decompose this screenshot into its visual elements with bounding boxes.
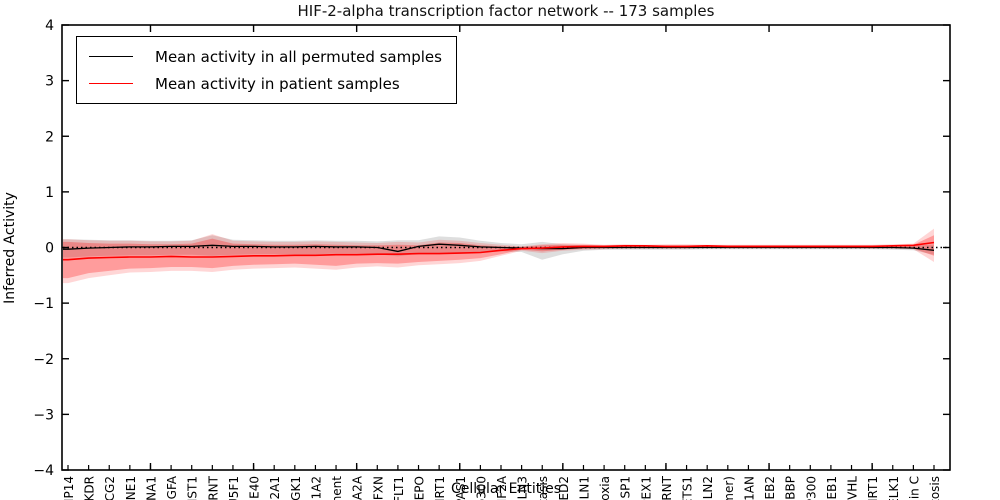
x-category-label: HIF2A/ARNT/SIRT1 — [433, 476, 447, 500]
x-category-label: ARNT — [660, 475, 674, 500]
x-category-label: SLC2A1 — [268, 476, 282, 500]
permuted-mean-line — [63, 243, 935, 253]
y-tick-label: −4 — [33, 463, 54, 479]
x-category-label: CITED2 — [557, 476, 571, 500]
x-category-label: VHL — [846, 476, 860, 500]
x-category-label: ADORA2A — [351, 475, 365, 500]
x-category-label: KDR — [83, 476, 97, 500]
x-category-label: FIH (dimer) — [722, 476, 736, 500]
x-category-label: FLT1 — [392, 476, 406, 500]
legend-label-permuted: Mean activity in all permuted samples — [155, 47, 442, 66]
y-axis-label: Inferred Activity — [2, 192, 18, 304]
y-tick-label: −2 — [33, 352, 54, 368]
x-category-label: ABCG2 — [103, 476, 117, 500]
x-category-label: POU5F1 — [227, 476, 241, 500]
x-category-label: CREBBP — [784, 476, 798, 500]
x-category-label: PGK1 — [289, 476, 303, 500]
x-category-label: germ cell development — [330, 476, 344, 500]
y-tick-label: −3 — [33, 407, 54, 423]
x-category-label: SERPINE1 — [124, 476, 138, 500]
x-category-label: TCEB2 — [763, 476, 777, 500]
x-category-label: BHLHE40 — [248, 476, 262, 500]
x-category-label: SP1 — [619, 476, 633, 499]
x-category-label: EGLN1 — [577, 476, 591, 500]
x-category-label: oxygen homeostasis — [536, 476, 550, 500]
x-axis-label: Cellular Entities — [450, 481, 562, 497]
y-tick-label: 4 — [45, 18, 54, 34]
y-tick-label: −1 — [33, 296, 54, 312]
x-category-label: HIF2A/ARNT — [206, 475, 220, 500]
legend: Mean activity in all permuted samples Me… — [76, 36, 457, 104]
x-category-label: FXN — [371, 476, 385, 500]
x-category-label: EFNA1 — [144, 476, 158, 500]
legend-line-red-icon — [89, 83, 133, 84]
y-tick-label: 2 — [45, 129, 54, 145]
legend-item-permuted-samples: Mean activity in all permuted samples — [89, 43, 442, 70]
legend-label-patient: Mean activity in patient samples — [155, 74, 400, 93]
x-category-label: EP300 — [804, 476, 818, 500]
x-category-label: VHL/Elongin B/Elongin C/HIF2A — [495, 475, 509, 500]
patient-mean-line — [63, 241, 935, 261]
x-category-label: SLC11A2 — [309, 476, 323, 500]
patient-outer-band — [63, 228, 934, 284]
x-category-label: APEX1 — [639, 476, 653, 500]
x-category-label: VHL/Elongin B/Elongin C — [907, 476, 921, 500]
y-tick-label: 1 — [45, 185, 54, 201]
x-category-label: HIF1AN — [742, 476, 756, 500]
x-category-label: MMP14 — [62, 476, 76, 500]
x-category-label: VEGFA — [165, 475, 179, 500]
x-category-label: response to hypoxia — [598, 476, 612, 500]
y-tick-label: 3 — [45, 74, 54, 90]
legend-line-black-icon — [89, 56, 133, 57]
x-category-label: ETS1 — [681, 476, 695, 500]
chart-title: HIF-2-alpha transcription factor network… — [297, 2, 715, 20]
x-category-label: TCEB1 — [825, 476, 839, 500]
legend-item-patient-samples: Mean activity in patient samples — [89, 70, 442, 97]
x-category-label: HIF2A/ARNT/Cbp/p300 — [474, 476, 488, 500]
x-category-label: neuron apoptosis — [928, 476, 942, 500]
x-category-label: TWIST1 — [186, 476, 200, 500]
x-category-label: EGLN2 — [701, 476, 715, 500]
x-category-label: EGLN3 — [516, 476, 530, 500]
x-category-label: SIRT1 — [866, 476, 880, 500]
x-category-label: EPO — [413, 476, 427, 500]
y-tick-label: 0 — [45, 241, 54, 257]
x-category-label: ELK1 — [887, 476, 901, 500]
x-category-label: EPAS1 — [454, 476, 468, 500]
